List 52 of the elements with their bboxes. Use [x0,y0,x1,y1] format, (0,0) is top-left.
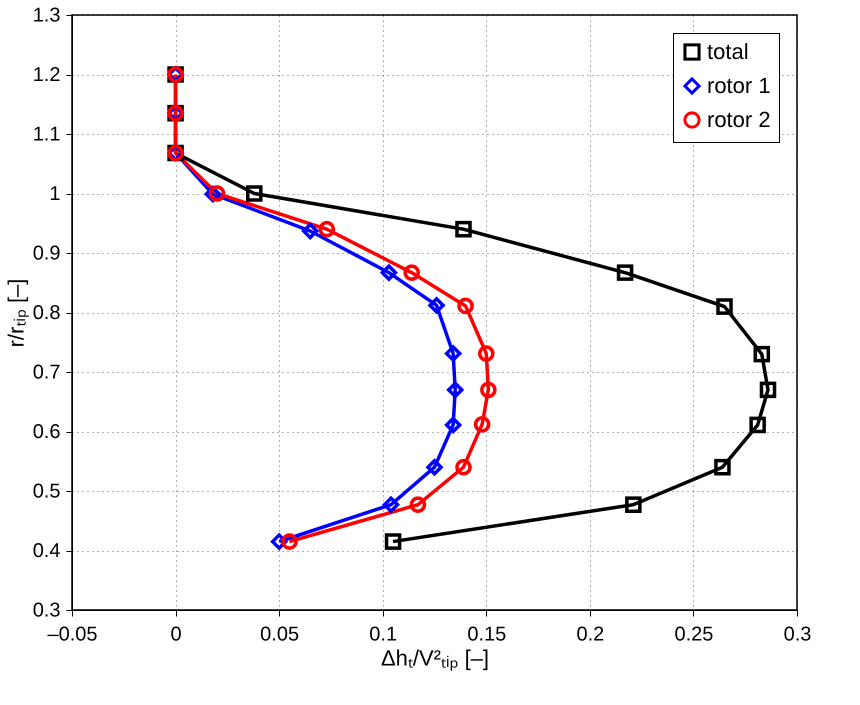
y-tick-label: 0.6 [32,421,60,443]
y-tick-label: 0.4 [32,540,60,562]
point [714,458,731,476]
y-tick-label: 1 [49,183,60,205]
point [716,298,733,315]
point [749,416,766,434]
point [380,264,398,281]
point [382,496,400,513]
y-tick-label: 0.3 [32,600,60,622]
point [246,185,263,202]
y-tick-label: 1.2 [32,64,60,86]
point [384,533,402,550]
point [616,264,634,281]
y-tick-label: 1.3 [32,4,60,26]
x-tick-label: –0.05 [47,624,98,646]
point [455,458,472,476]
x-tick-label: 0.15 [467,624,506,646]
point [760,382,776,398]
x-tick-label: 0 [170,624,182,646]
point [318,220,336,238]
legend-label: rotor 2 [707,107,771,132]
point [444,345,462,362]
point [474,416,490,433]
y-tick-label: 0.7 [32,362,60,384]
point [455,220,472,238]
y-tick-label: 0.5 [32,480,60,502]
point [428,297,445,314]
point [403,264,420,281]
point [754,346,770,362]
legend-label: rotor 1 [707,73,771,98]
point [302,222,318,240]
x-tick-label: 0.2 [576,624,604,646]
x-tick-label: 0.1 [369,624,398,646]
point [208,185,226,202]
y-tick-label: 1.1 [32,124,60,146]
point [426,458,443,476]
point [480,382,497,398]
point [281,533,298,550]
point [446,382,464,398]
point [444,416,462,434]
y-tick-label: 0.8 [32,302,60,324]
point [478,345,495,362]
y-axis-title: r/rₜᵢₚ [–] [4,278,30,348]
point [457,298,474,314]
point [625,496,642,513]
y-tick-label: 0.9 [32,242,60,264]
x-axis-title: Δhₜ/V²ₜᵢₚ [–] [380,646,490,672]
x-tick-label: 0.25 [674,624,714,646]
legend-label: total [707,39,749,64]
x-tick-label: 0.3 [784,624,812,646]
point [410,496,426,513]
x-tick-label: 0.05 [260,624,300,646]
